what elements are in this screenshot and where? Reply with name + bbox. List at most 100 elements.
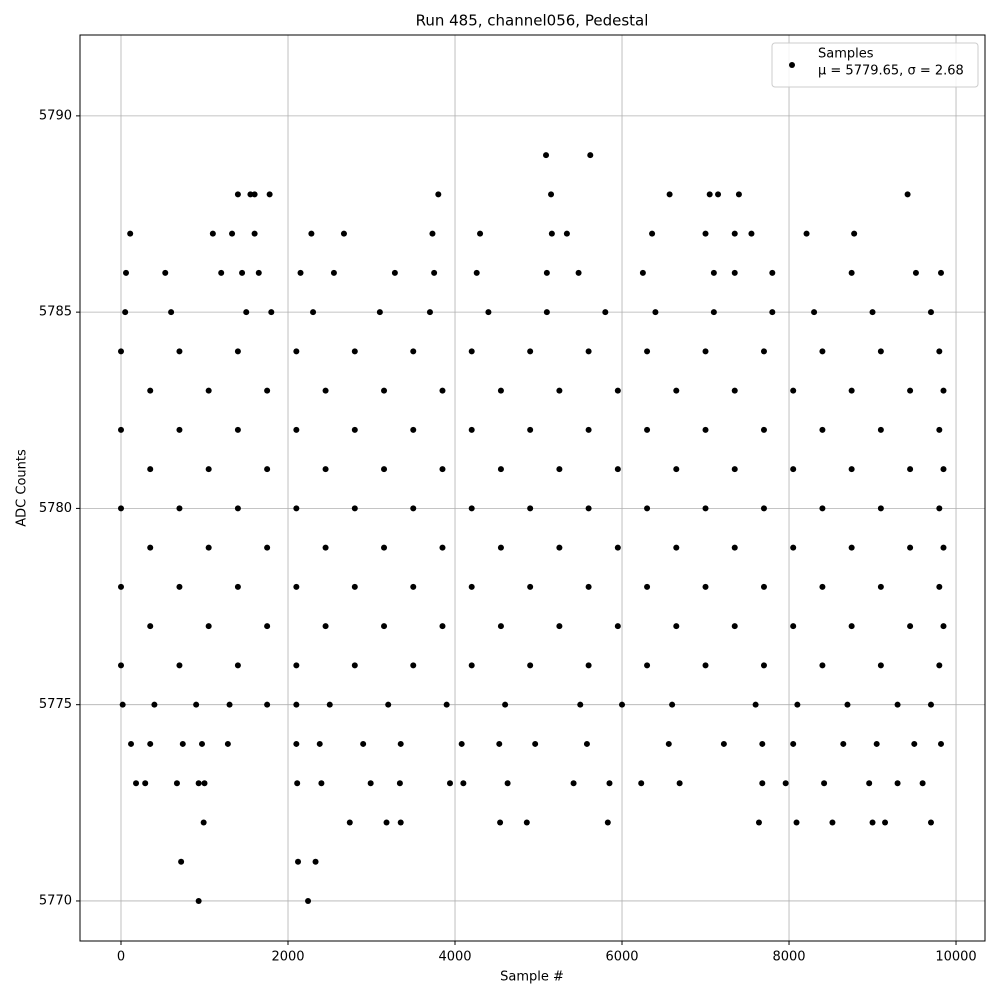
data-point [523, 819, 530, 826]
data-point [316, 740, 323, 747]
y-tick-label: 5785 [39, 305, 72, 320]
data-point [326, 701, 333, 708]
data-point [755, 819, 762, 826]
data-point [468, 426, 475, 433]
data-point [330, 269, 337, 276]
data-point [907, 544, 914, 551]
points [117, 152, 947, 904]
data-point [527, 505, 534, 512]
data-point [147, 387, 154, 394]
data-point [360, 740, 367, 747]
data-point [234, 191, 241, 198]
data-point [790, 387, 797, 394]
data-point [229, 230, 236, 237]
data-point [570, 780, 577, 787]
data-point [720, 740, 727, 747]
data-point [666, 191, 673, 198]
data-point [439, 387, 446, 394]
data-point [496, 740, 503, 747]
data-point [117, 505, 124, 512]
data-point [548, 191, 555, 198]
data-point [468, 583, 475, 590]
x-tick-label: 10000 [935, 950, 976, 965]
data-point [715, 191, 722, 198]
data-point [673, 466, 680, 473]
data-point [877, 505, 884, 512]
data-point [293, 701, 300, 708]
data-point [351, 348, 358, 355]
data-point [585, 505, 592, 512]
data-point [585, 348, 592, 355]
data-point [151, 701, 158, 708]
data-point [748, 230, 755, 237]
data-point [385, 701, 392, 708]
data-point [665, 740, 672, 747]
data-point [702, 505, 709, 512]
data-point [142, 780, 149, 787]
data-point [759, 780, 766, 787]
data-point [410, 426, 417, 433]
data-point [443, 701, 450, 708]
data-point [397, 819, 404, 826]
x-tick-label: 8000 [772, 950, 805, 965]
data-point [936, 426, 943, 433]
data-point [297, 269, 304, 276]
data-point [731, 230, 738, 237]
data-point [218, 269, 225, 276]
data-point [119, 701, 126, 708]
data-point [239, 269, 246, 276]
data-point [234, 583, 241, 590]
data-point [396, 780, 403, 787]
data-point [201, 780, 208, 787]
data-point [877, 662, 884, 669]
data-point [226, 701, 233, 708]
data-point [848, 387, 855, 394]
data-point [176, 348, 183, 355]
data-point [127, 230, 134, 237]
data-point [351, 505, 358, 512]
data-point [604, 819, 611, 826]
data-point [247, 191, 254, 198]
data-point [673, 387, 680, 394]
data-point [936, 505, 943, 512]
data-point [117, 426, 124, 433]
data-point [468, 348, 475, 355]
data-point [790, 623, 797, 630]
data-point [676, 780, 683, 787]
data-point [543, 269, 550, 276]
data-point [527, 348, 534, 355]
data-point [644, 662, 651, 669]
data-point [133, 780, 140, 787]
x-tick-label: 4000 [438, 950, 471, 965]
data-point [117, 662, 124, 669]
data-point [497, 819, 504, 826]
data-point [811, 309, 818, 316]
data-point [706, 191, 713, 198]
data-point [848, 544, 855, 551]
data-point [702, 583, 709, 590]
data-point [504, 780, 511, 787]
data-point [497, 623, 504, 630]
data-point [585, 426, 592, 433]
data-point [790, 466, 797, 473]
data-point [819, 583, 826, 590]
data-point [702, 426, 709, 433]
data-point [381, 544, 388, 551]
data-point [168, 309, 175, 316]
data-point [793, 819, 800, 826]
data-point [710, 269, 717, 276]
data-point [639, 269, 646, 276]
data-point [176, 505, 183, 512]
data-point [346, 819, 353, 826]
data-point [907, 387, 914, 394]
data-point [502, 701, 509, 708]
data-point [200, 819, 207, 826]
data-point [752, 701, 759, 708]
data-point [123, 269, 130, 276]
data-point [439, 544, 446, 551]
data-point [446, 780, 453, 787]
data-point [410, 505, 417, 512]
data-point [322, 544, 329, 551]
data-point [527, 583, 534, 590]
data-point [205, 466, 212, 473]
